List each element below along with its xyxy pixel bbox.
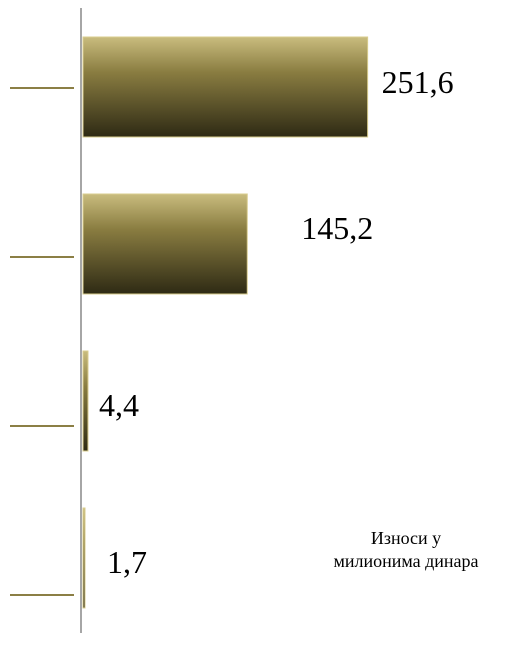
bar xyxy=(82,350,89,452)
unit-annotation-line-1: Износи у xyxy=(370,528,442,548)
unit-annotation-line-2: милионима динара xyxy=(333,551,479,571)
bar xyxy=(82,507,86,609)
data-label: 145,2 xyxy=(301,210,373,246)
bar xyxy=(82,36,369,138)
unit-annotation: Износи у милионима динара xyxy=(296,527,516,573)
data-label: 1,7 xyxy=(107,544,147,580)
data-label: 4,4 xyxy=(99,387,139,423)
bar xyxy=(82,193,248,295)
data-label: 251,6 xyxy=(382,64,454,100)
